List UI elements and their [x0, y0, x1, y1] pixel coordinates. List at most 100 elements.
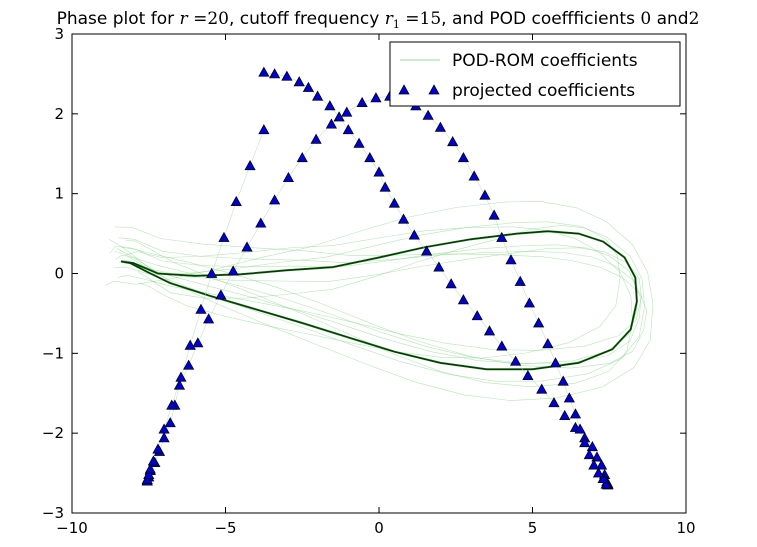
legend-label: POD-ROM coefficients: [452, 51, 638, 71]
x-tick-label: −5: [214, 519, 236, 537]
projected-point: [479, 189, 491, 200]
projected-point: [445, 278, 457, 289]
projected-point: [175, 371, 187, 382]
projected-point: [341, 106, 353, 117]
projected-point: [342, 124, 354, 135]
projected-point: [600, 478, 612, 489]
pod-rom-trajectory: [113, 221, 645, 382]
projected-point: [269, 68, 281, 79]
projected-point: [144, 463, 156, 474]
projected-point: [420, 245, 433, 256]
y-tick-label: 2: [54, 105, 64, 123]
projected-point: [195, 303, 207, 314]
y-tick-label: 1: [54, 185, 64, 203]
pod-rom-trajectory: [125, 226, 633, 388]
projected-point: [282, 171, 295, 183]
projected-point: [557, 375, 569, 386]
chart-title: Phase plot for r =20, cutoff frequency r…: [57, 9, 700, 31]
y-tick-label: 0: [54, 265, 64, 283]
projected-point: [586, 441, 598, 452]
projected-point: [310, 133, 322, 144]
projected-point: [434, 121, 446, 132]
projected-point: [388, 197, 400, 208]
legend-label: projected coefficients: [452, 81, 635, 101]
projected-point: [559, 409, 571, 420]
projected-point: [353, 137, 365, 148]
pod-rom-trajectory: [116, 247, 642, 351]
projected-point: [324, 100, 336, 111]
projected-point: [183, 359, 195, 370]
pod-rom-trajectory: [109, 226, 648, 369]
series-layer: [104, 66, 654, 490]
projected-point: [227, 265, 239, 276]
projected-point: [302, 81, 314, 92]
projected-point: [206, 267, 218, 278]
projected-point: [244, 160, 256, 171]
projected-point: [579, 437, 591, 448]
projected-point: [457, 294, 470, 305]
projected-point: [293, 76, 305, 87]
projected-point: [536, 383, 548, 394]
projected-point: [447, 136, 459, 147]
projected-point: [158, 423, 170, 434]
projected-point: [173, 379, 186, 390]
projected-point: [408, 229, 420, 240]
projected-point: [373, 166, 385, 177]
projected-point: [312, 90, 324, 101]
projected-point: [147, 455, 159, 466]
projected-point: [471, 310, 483, 321]
x-tick-label: 10: [676, 519, 695, 537]
projected-point: [192, 337, 204, 348]
projected-point: [158, 432, 170, 443]
projected-point: [296, 152, 308, 163]
legend-triangle-swatch: [428, 84, 440, 95]
legend-triangle-swatch: [398, 84, 410, 95]
projected-point: [457, 152, 470, 163]
projected-point: [164, 417, 176, 428]
projected-point: [569, 408, 582, 419]
y-tick-label: −1: [42, 344, 64, 362]
projected-point: [468, 170, 480, 181]
projected-point: [533, 317, 545, 328]
projected-point: [514, 275, 526, 286]
projected-point: [496, 340, 508, 351]
projected-point: [258, 66, 270, 77]
projected-point: [143, 468, 155, 480]
projected-point: [166, 399, 178, 410]
projected-point: [215, 289, 227, 300]
projected-point: [255, 217, 267, 228]
y-tick-label: −2: [42, 424, 64, 442]
projected-point: [597, 472, 609, 484]
projected-point: [563, 392, 575, 403]
pod-rom-trajectory: [137, 225, 621, 359]
projected-point: [505, 254, 517, 265]
projected-point: [422, 109, 434, 120]
projected-point: [588, 459, 600, 470]
projected-point: [379, 181, 391, 192]
projected-point: [364, 152, 376, 163]
pod-rom-trajectory: [115, 237, 642, 364]
projected-point: [592, 467, 605, 478]
pod-rom-curve-core: [121, 230, 638, 370]
projected-point: [510, 355, 522, 366]
projected-point: [230, 195, 242, 206]
x-tick-label: 0: [374, 519, 384, 537]
projected-point: [583, 449, 595, 460]
projected-point: [483, 325, 496, 336]
projected-point: [218, 231, 230, 242]
y-tick-label: 3: [54, 25, 64, 43]
projected-point: [241, 241, 253, 252]
projected-point: [496, 231, 508, 242]
projected-point: [397, 213, 410, 224]
projected-point: [184, 339, 196, 350]
legend-box: [389, 41, 681, 107]
projected-point: [269, 194, 281, 205]
projected-point: [595, 459, 608, 470]
legend: POD-ROM coefficients projected coefficien…: [389, 41, 681, 107]
projected-point: [574, 423, 586, 434]
projected-point: [370, 92, 382, 103]
projected-point: [203, 313, 215, 324]
svg-text:Phase plot for r =20, cutoff f: Phase plot for r =20, cutoff frequency r…: [57, 9, 700, 31]
